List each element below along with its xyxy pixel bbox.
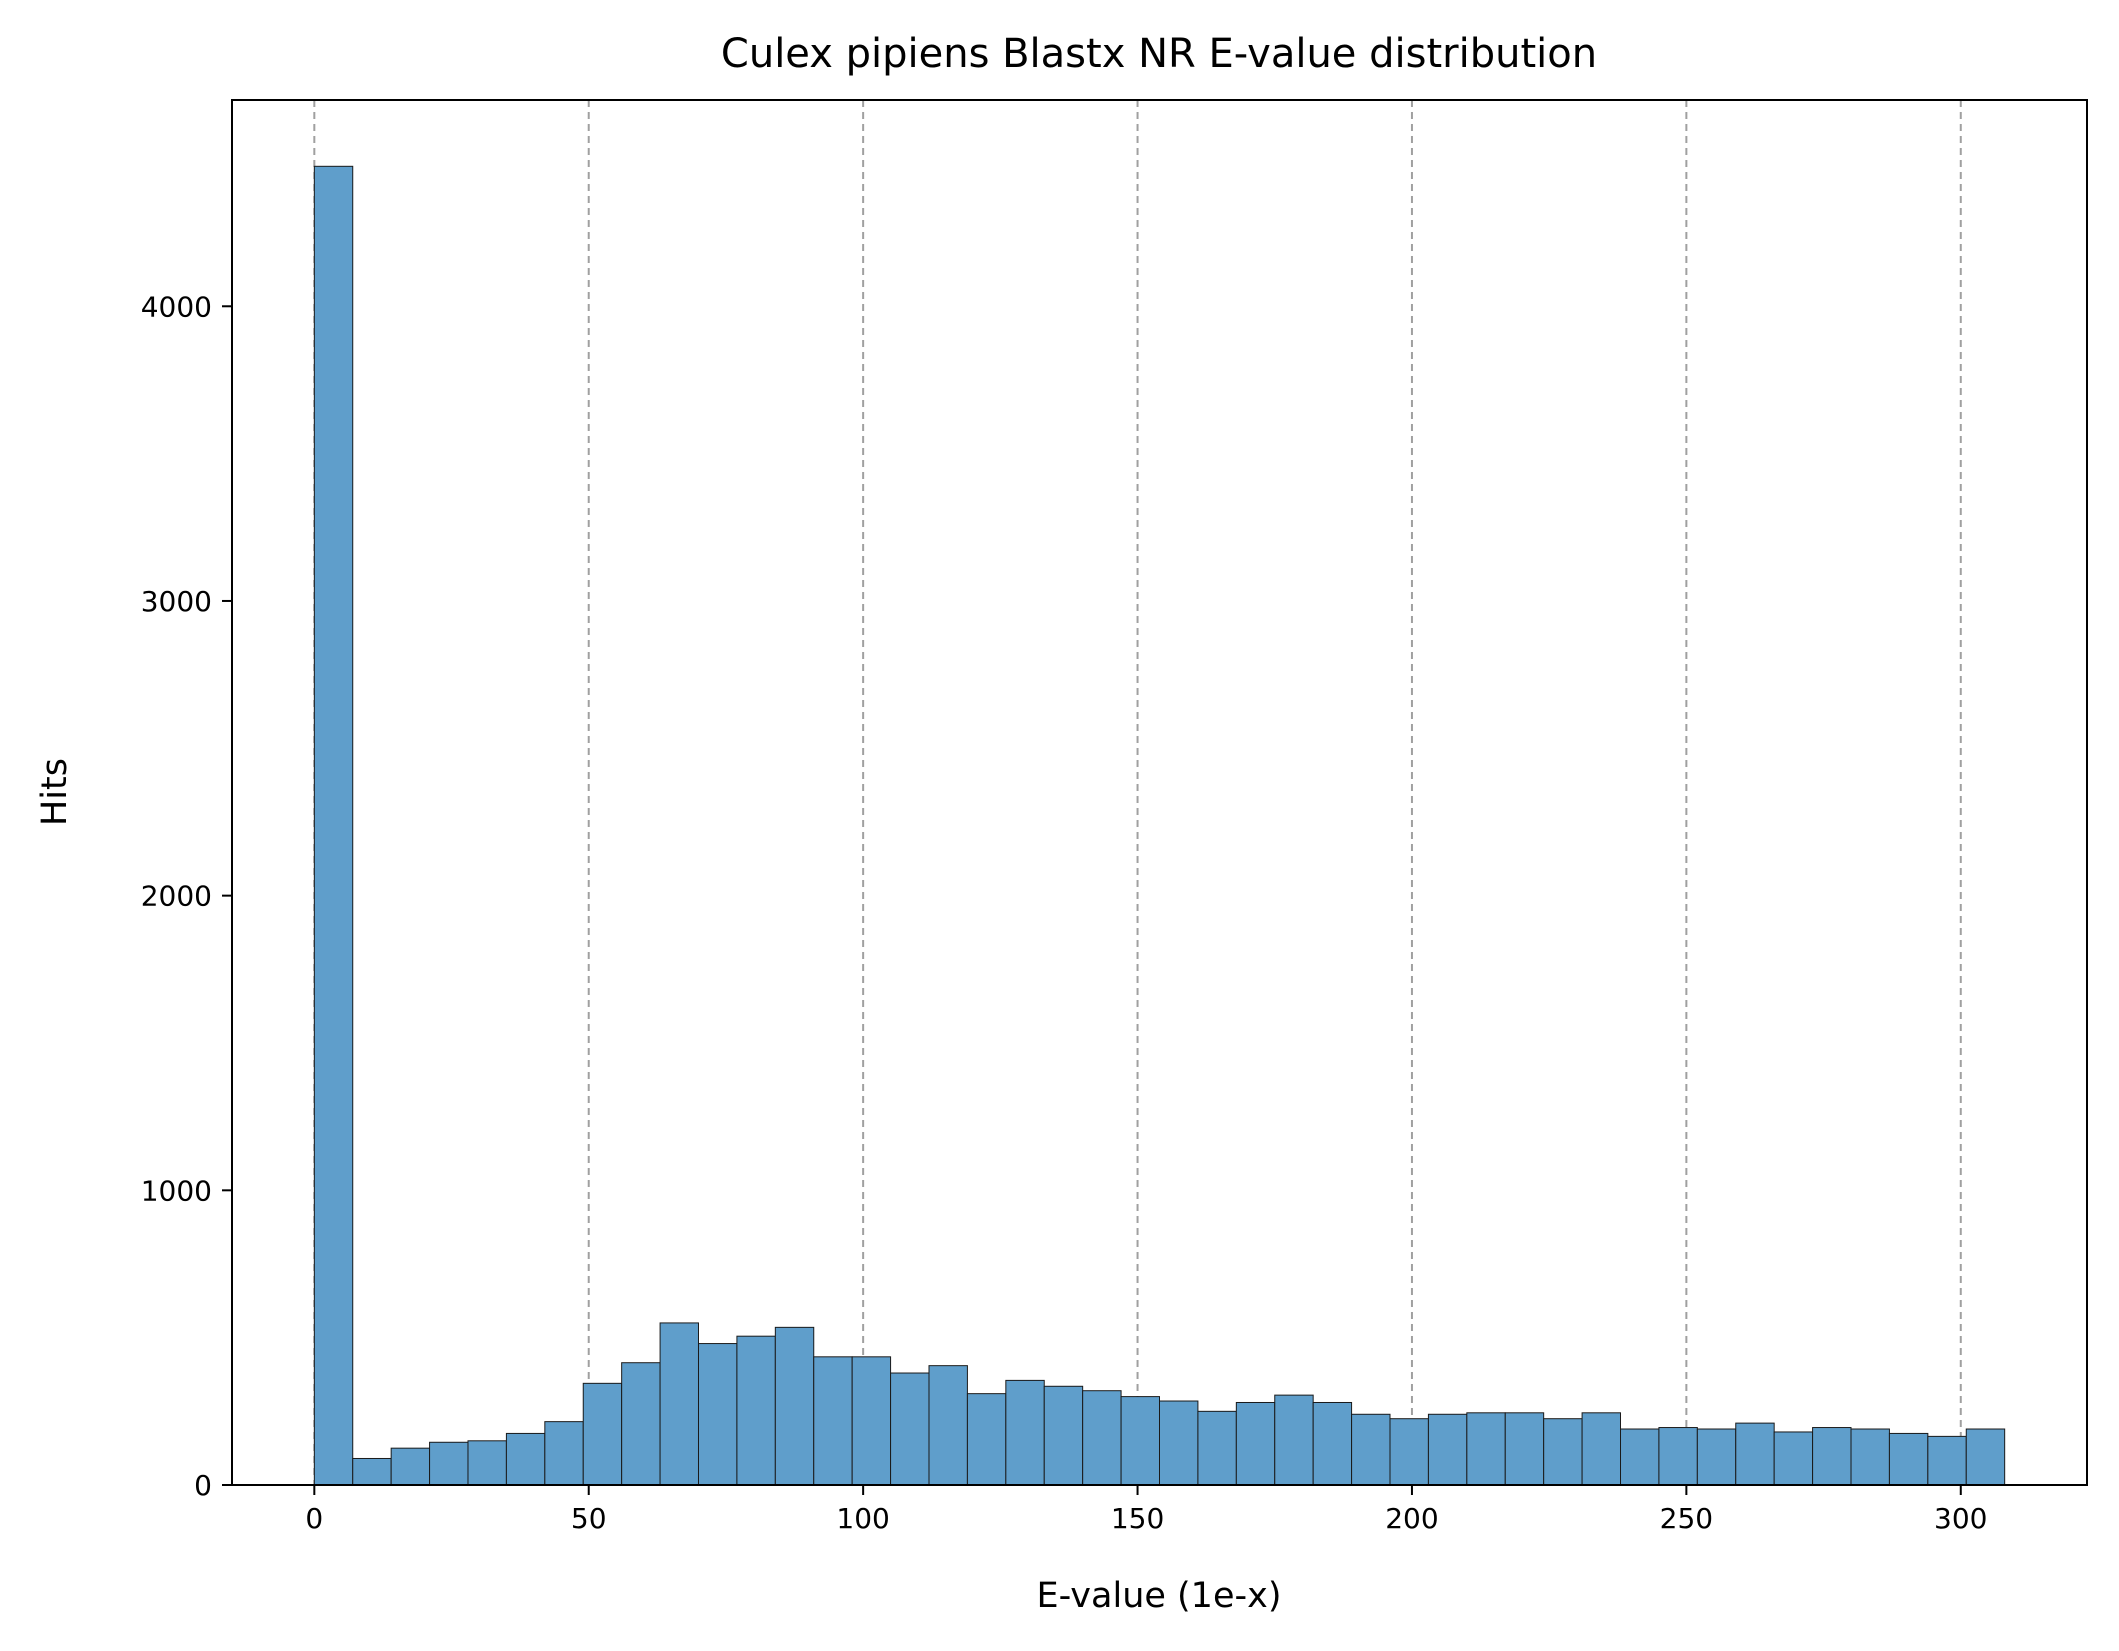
bar	[1082, 1390, 1122, 1486]
x-tick-label: 200	[1385, 1502, 1438, 1535]
y-tick-label: 3000	[141, 585, 212, 618]
bar	[928, 1365, 968, 1486]
bar	[1043, 1385, 1084, 1486]
bar	[1735, 1422, 1775, 1486]
bar	[1965, 1428, 2006, 1486]
x-axis-label: E-value (1e-x)	[1037, 1576, 1282, 1616]
bar	[1312, 1401, 1353, 1486]
bar	[1427, 1413, 1468, 1486]
x-tick-label: 100	[836, 1502, 889, 1535]
y-tick-label: 0	[194, 1469, 212, 1502]
chart-title: Culex pipiens Blastx NR E-value distribu…	[721, 31, 1597, 77]
bar	[1620, 1428, 1660, 1486]
bar	[1235, 1401, 1276, 1486]
y-axis-label: Hits	[35, 758, 75, 826]
bar	[390, 1447, 431, 1486]
bar	[659, 1322, 699, 1486]
bar	[1888, 1432, 1929, 1486]
bar	[429, 1441, 469, 1486]
bar	[621, 1362, 661, 1486]
bar	[582, 1382, 623, 1486]
bar	[1696, 1428, 1737, 1486]
x-tick-label: 250	[1660, 1502, 1713, 1535]
bar	[697, 1343, 738, 1486]
bar	[1389, 1418, 1429, 1486]
bar	[1927, 1435, 1967, 1486]
bar	[1197, 1410, 1237, 1486]
bar	[1466, 1412, 1506, 1486]
bar	[1543, 1418, 1583, 1486]
bar	[467, 1440, 507, 1486]
bar	[1850, 1428, 1890, 1486]
x-tick-label: 150	[1111, 1502, 1164, 1535]
bar	[774, 1326, 815, 1486]
y-tick-label: 2000	[141, 880, 212, 913]
bar	[1159, 1400, 1199, 1486]
bar	[813, 1356, 853, 1486]
bar	[1773, 1431, 1814, 1486]
x-tick-label: 50	[571, 1502, 607, 1535]
y-tick-label: 4000	[141, 290, 212, 323]
bar	[352, 1457, 392, 1486]
bar	[1658, 1427, 1698, 1486]
bars	[313, 165, 2006, 1486]
plot-frame	[231, 99, 2088, 1486]
bar	[736, 1335, 776, 1486]
bar	[505, 1432, 546, 1486]
bar	[1120, 1396, 1161, 1486]
bar	[1504, 1412, 1545, 1486]
bar	[1581, 1412, 1622, 1486]
x-axis-ticks: 0 50 100 150 200 250 300	[305, 1485, 1987, 1535]
bar	[966, 1393, 1007, 1486]
bar	[1005, 1379, 1045, 1486]
x-tick-label: 300	[1934, 1502, 1987, 1535]
y-axis-ticks: 0 1000 2000 3000 4000	[141, 290, 232, 1502]
y-tick-label: 1000	[141, 1174, 212, 1207]
bar	[1351, 1413, 1391, 1486]
bar	[313, 165, 354, 1486]
bar	[1812, 1427, 1852, 1486]
bar	[1274, 1394, 1314, 1486]
bar	[851, 1356, 892, 1486]
bar	[544, 1421, 584, 1486]
bar	[890, 1372, 930, 1486]
x-tick-label: 0	[305, 1502, 323, 1535]
